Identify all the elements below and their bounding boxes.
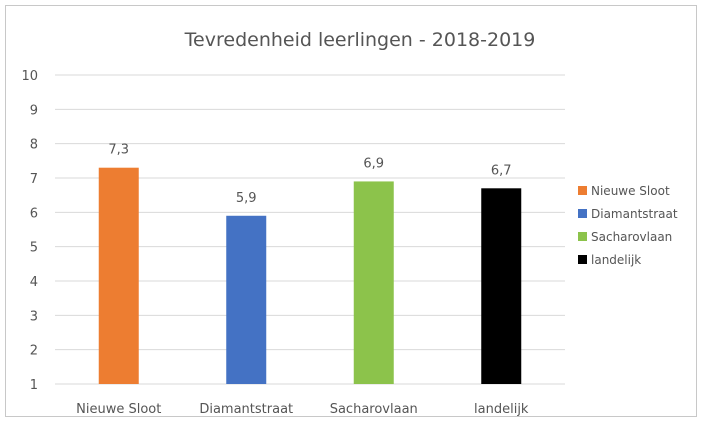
legend-swatch <box>578 209 587 218</box>
y-tick-label: 4 <box>30 275 38 290</box>
legend-swatch <box>578 255 587 264</box>
y-tick-label: 2 <box>30 344 38 359</box>
y-tick-label: 8 <box>30 138 38 153</box>
gridlines <box>55 74 565 385</box>
x-axis-tick-labels: Nieuwe Sloot Diamantstraat Sacharovlaan lan… <box>76 402 529 417</box>
y-tick-label: 1 <box>30 378 38 393</box>
y-tick-label: 7 <box>30 172 38 187</box>
bar-value-label: 7,3 <box>108 143 129 158</box>
bar-value-label: 6,7 <box>491 163 512 178</box>
y-tick-label: 5 <box>30 241 38 256</box>
bar <box>481 188 522 384</box>
bars <box>98 167 522 384</box>
chart-title: Tevredenheid leerlingen - 2018-2019 <box>184 29 536 51</box>
legend-swatch <box>578 186 587 195</box>
y-tick-label: 10 <box>21 69 38 84</box>
x-tick-label: Nieuwe Sloot <box>76 402 161 417</box>
bar <box>353 181 394 384</box>
bar <box>98 167 139 384</box>
legend: Nieuwe Sloot Diamantstraat Sacharovlaan lan… <box>578 184 678 267</box>
y-axis-tick-labels: 1 2 3 4 5 6 7 8 9 10 <box>21 69 38 393</box>
legend-swatch <box>578 232 587 241</box>
x-tick-label: landelijk <box>474 402 529 417</box>
legend-label: Nieuwe Sloot <box>591 184 670 198</box>
data-labels: 7,3 5,9 6,9 6,7 <box>108 143 511 206</box>
legend-label: Diamantstraat <box>591 207 678 221</box>
bar <box>226 215 267 384</box>
legend-label: landelijk <box>591 253 641 267</box>
y-tick-label: 6 <box>30 206 38 221</box>
y-tick-label: 3 <box>30 309 38 324</box>
legend-label: Sacharovlaan <box>591 230 672 244</box>
x-tick-label: Sacharovlaan <box>330 402 418 417</box>
bar-value-label: 6,9 <box>363 156 384 171</box>
bar-value-label: 5,9 <box>236 191 257 206</box>
y-tick-label: 9 <box>30 103 38 118</box>
x-tick-label: Diamantstraat <box>199 402 293 417</box>
